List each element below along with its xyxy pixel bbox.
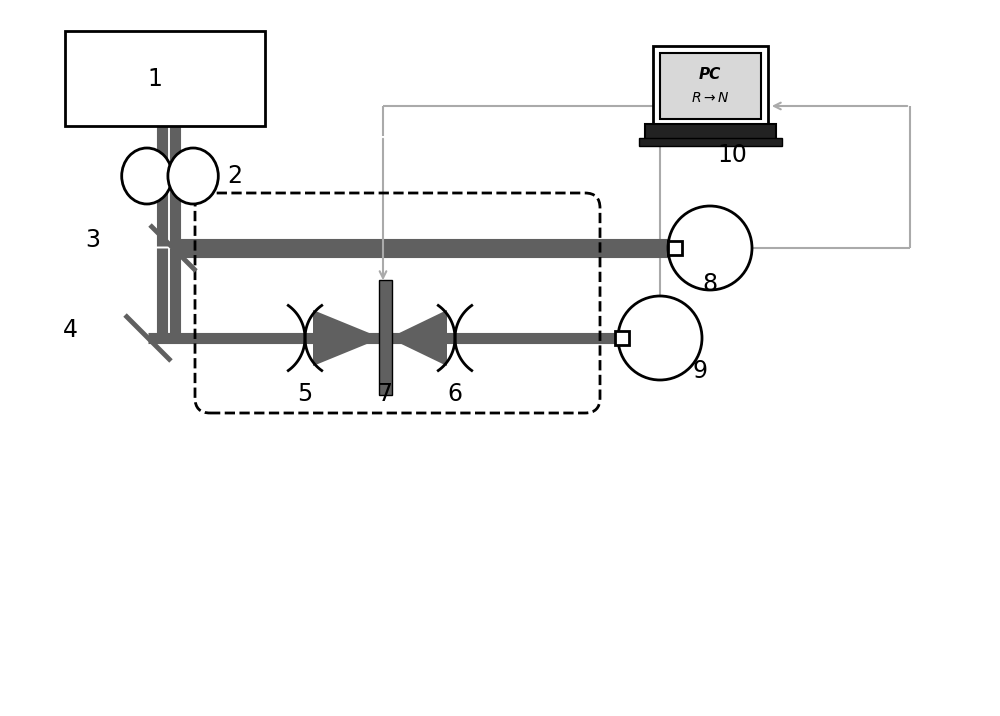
Bar [653,46,768,126]
Ellipse shape [168,148,218,204]
Ellipse shape [122,148,172,204]
Bar [660,53,761,119]
Circle shape [668,206,752,290]
Bar [645,124,776,140]
Text: $R\rightarrow N$: $R\rightarrow N$ [691,91,729,105]
Text: 6: 6 [448,382,463,406]
Text: 7: 7 [378,382,393,406]
Text: 4: 4 [63,318,78,342]
Bar [65,31,265,126]
Text: 3: 3 [86,228,101,252]
Bar [639,138,782,146]
Text: 10: 10 [717,143,747,167]
Bar [615,331,629,345]
Text: 5: 5 [297,382,313,406]
Bar [379,280,392,395]
Text: 1: 1 [148,67,162,91]
Circle shape [618,296,702,380]
Text: PC: PC [699,67,721,82]
Text: 2: 2 [228,164,243,188]
Text: 9: 9 [692,359,708,383]
Bar [668,241,682,255]
Polygon shape [313,310,379,366]
Text: 8: 8 [702,272,718,296]
Polygon shape [391,310,447,366]
